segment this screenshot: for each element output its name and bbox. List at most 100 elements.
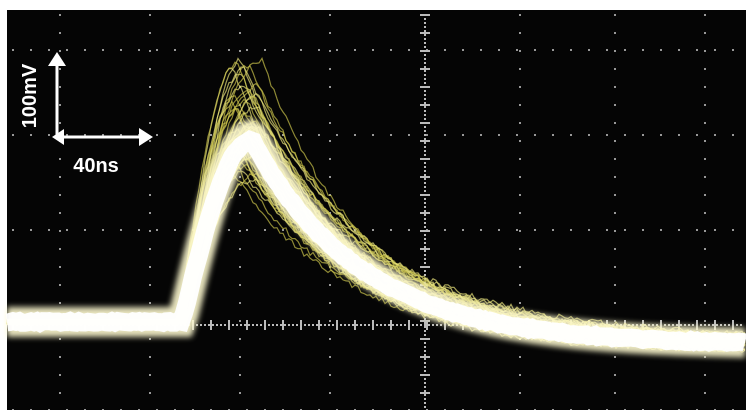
grid-dot bbox=[552, 134, 554, 136]
center-tick bbox=[390, 320, 392, 330]
center-dot bbox=[424, 406, 426, 408]
grid-dot bbox=[329, 302, 331, 304]
grid-dot bbox=[59, 230, 61, 232]
center-tick bbox=[420, 50, 430, 52]
center-dot bbox=[232, 324, 234, 326]
center-tick bbox=[354, 320, 356, 330]
center-dot bbox=[360, 324, 362, 326]
center-dot bbox=[424, 242, 426, 244]
center-dot bbox=[272, 324, 274, 326]
center-dot bbox=[424, 222, 426, 224]
grid-dot bbox=[519, 104, 521, 106]
center-dot bbox=[356, 324, 358, 326]
grid-dot bbox=[329, 86, 331, 88]
grid-dot bbox=[614, 50, 616, 52]
grid-dot bbox=[570, 49, 572, 51]
grid-dot bbox=[228, 229, 230, 231]
center-dot bbox=[436, 324, 438, 326]
center-dot bbox=[424, 46, 426, 48]
grid-dot bbox=[336, 49, 338, 51]
grid-dot bbox=[59, 176, 61, 178]
grid-dot bbox=[210, 49, 212, 51]
center-dot bbox=[424, 138, 426, 140]
center-dot bbox=[248, 324, 250, 326]
center-dot bbox=[424, 26, 426, 28]
grid-dot bbox=[239, 284, 241, 286]
grid-dot bbox=[59, 302, 61, 304]
center-tick bbox=[420, 104, 430, 106]
center-dot bbox=[400, 324, 402, 326]
grid-dot bbox=[149, 50, 151, 52]
center-dot bbox=[236, 324, 238, 326]
center-dot bbox=[316, 324, 318, 326]
grid-dot bbox=[588, 134, 590, 136]
grid-dot bbox=[462, 229, 464, 231]
grid-dot bbox=[239, 50, 241, 52]
grid-dot bbox=[246, 229, 248, 231]
center-dot bbox=[424, 370, 426, 372]
center-dot bbox=[736, 324, 738, 326]
grid-dot bbox=[606, 134, 608, 136]
grid-dot bbox=[59, 104, 61, 106]
center-dot bbox=[424, 326, 426, 328]
grid-dot bbox=[519, 212, 521, 214]
grid-dot bbox=[149, 104, 151, 106]
center-dot bbox=[240, 324, 242, 326]
center-dot bbox=[424, 234, 426, 236]
grid-dot bbox=[480, 134, 482, 136]
center-dot bbox=[424, 334, 426, 336]
grid-dot bbox=[390, 229, 392, 231]
center-dot bbox=[420, 324, 422, 326]
grid-dot bbox=[239, 374, 241, 376]
center-dot bbox=[424, 330, 426, 332]
grid-dot bbox=[570, 134, 572, 136]
center-dot bbox=[244, 324, 246, 326]
center-dot bbox=[424, 390, 426, 392]
grid-dot bbox=[732, 229, 734, 231]
grid-dot bbox=[59, 248, 61, 250]
grid-dot bbox=[426, 134, 428, 136]
center-dot bbox=[716, 324, 718, 326]
grid-dot bbox=[519, 392, 521, 394]
grid-dot bbox=[519, 176, 521, 178]
center-dot bbox=[216, 324, 218, 326]
grid-dot bbox=[156, 229, 158, 231]
center-dot bbox=[724, 324, 726, 326]
grid-dot bbox=[149, 374, 151, 376]
center-dot bbox=[424, 130, 426, 132]
grid-dot bbox=[516, 134, 518, 136]
grid-dot bbox=[498, 49, 500, 51]
grid-dot bbox=[444, 229, 446, 231]
center-dot bbox=[220, 324, 222, 326]
grid-dot bbox=[59, 32, 61, 34]
grid-dot bbox=[354, 49, 356, 51]
grid-dot bbox=[149, 248, 151, 250]
grid-dot bbox=[329, 122, 331, 124]
grid-dot bbox=[59, 356, 61, 358]
grid-dot bbox=[614, 194, 616, 196]
grid-dot bbox=[444, 134, 446, 136]
center-dot bbox=[224, 324, 226, 326]
center-dot bbox=[700, 324, 702, 326]
center-dot bbox=[432, 324, 434, 326]
grid-dot bbox=[239, 338, 241, 340]
center-dot bbox=[424, 350, 426, 352]
grid-dot bbox=[59, 158, 61, 160]
grid-dot bbox=[519, 140, 521, 142]
center-dot bbox=[204, 324, 206, 326]
grid-dot bbox=[704, 230, 706, 232]
grid-dot bbox=[704, 32, 706, 34]
center-tick bbox=[282, 320, 284, 330]
grid-dot bbox=[704, 302, 706, 304]
grid-dot bbox=[660, 49, 662, 51]
grid-dot bbox=[704, 50, 706, 52]
grid-dot bbox=[59, 194, 61, 196]
center-dot bbox=[740, 324, 742, 326]
grid-dot bbox=[534, 134, 536, 136]
center-dot bbox=[424, 346, 426, 348]
center-dot bbox=[424, 98, 426, 100]
grid-dot bbox=[516, 49, 518, 51]
grid-dot bbox=[390, 134, 392, 136]
center-dot bbox=[424, 202, 426, 204]
center-dot bbox=[424, 166, 426, 168]
